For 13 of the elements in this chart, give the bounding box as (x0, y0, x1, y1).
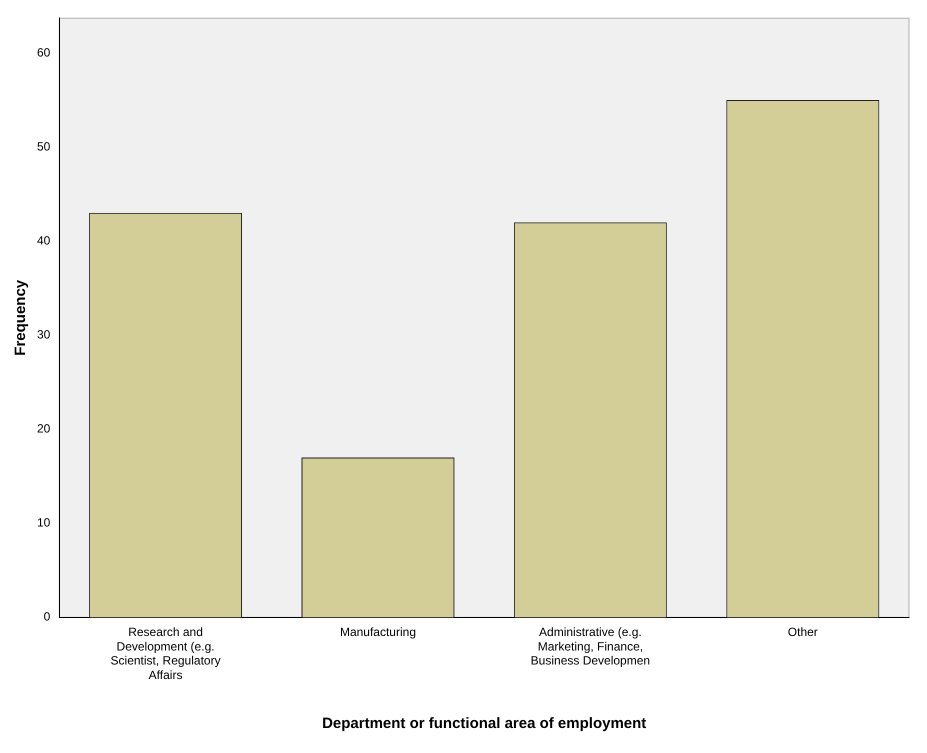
x-tick-label: Manufacturing (340, 624, 416, 639)
y-tick-label: 60 (36, 45, 51, 60)
x-tick-label: Research and Development (e.g. Scientist, Regulatory Affairs (110, 624, 221, 682)
y-tick-label: 30 (36, 328, 51, 342)
x-axis-title: Department or functional area of employment (322, 715, 646, 732)
y-tick-label: 0 (44, 610, 51, 624)
y-tick-label: 10 (36, 516, 51, 530)
x-tick-label: Other (788, 624, 818, 639)
x-tick-label: Administrative (e.g. Marketing, Finance, Business Developmen (530, 624, 650, 668)
y-tick-label: 20 (36, 422, 51, 436)
y-axis-title: Frequency (12, 279, 30, 356)
y-tick-label: 40 (36, 233, 51, 248)
y-tick-label: 50 (36, 139, 51, 154)
